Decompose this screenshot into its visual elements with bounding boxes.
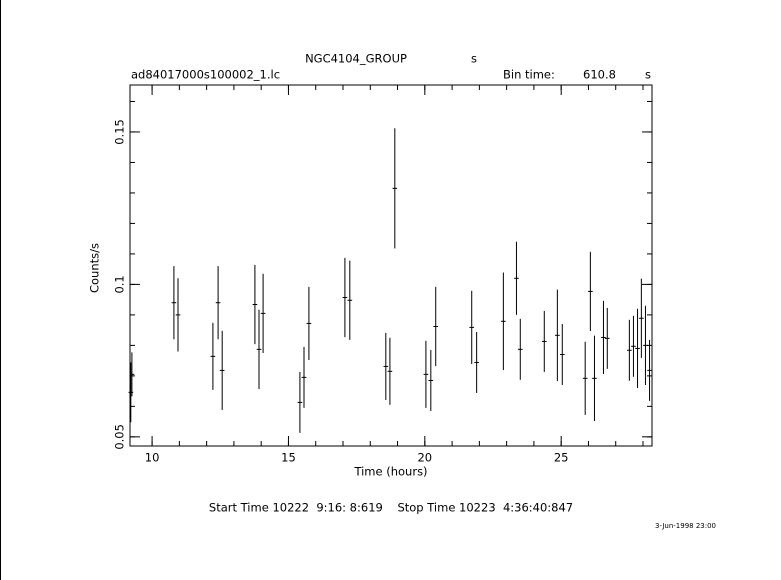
y-tick-label: 0.1 <box>113 275 127 293</box>
x-tick-label: 10 <box>145 451 160 465</box>
x-tick-label: 15 <box>281 451 296 465</box>
x-axis-label: Time (hours) <box>353 465 427 479</box>
title-unit: s <box>471 52 477 66</box>
y-tick-label: 0.15 <box>113 119 127 145</box>
y-axis-label: Counts/s <box>88 243 102 293</box>
x-tick-label: 20 <box>417 451 432 465</box>
bin-time: 610.8 <box>583 68 616 82</box>
footer: Start Time 10222 9:16: 8:619 Stop Time 1… <box>209 501 573 515</box>
x-tick-label: 25 <box>554 451 569 465</box>
chart-title: NGC4104_GROUP <box>305 52 407 66</box>
y-tick-label: 0.05 <box>113 424 127 450</box>
date-stamp: 3-Jun-1998 23:00 <box>655 522 716 530</box>
bin-time-unit: s <box>645 68 651 82</box>
subtitle: ad84017000s100002_1.lc <box>131 68 280 82</box>
bin-time-label: Bin time: <box>503 68 555 82</box>
plot-frame <box>129 84 653 447</box>
